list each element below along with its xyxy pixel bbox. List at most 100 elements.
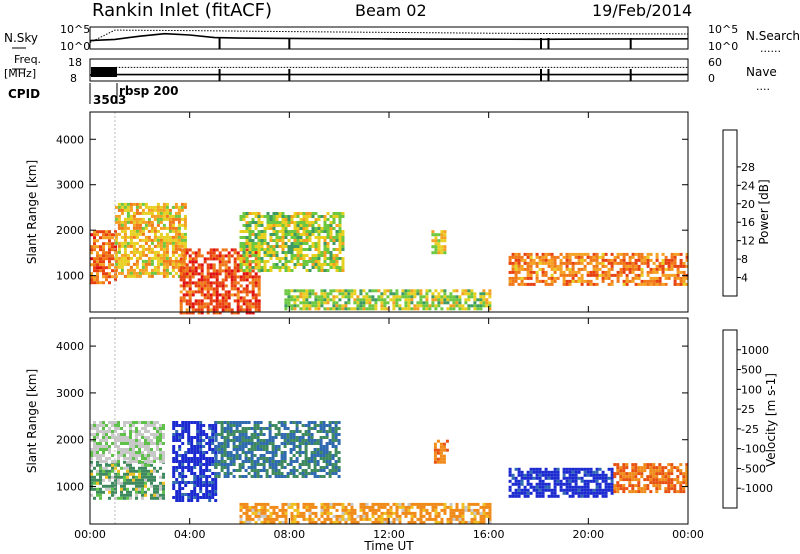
rti-cell: [123, 232, 127, 236]
rti-cell: [105, 439, 108, 442]
rti-cell: [215, 275, 219, 279]
rti-cell: [371, 295, 375, 299]
rti-cell: [416, 289, 420, 293]
rti-cell: [526, 276, 530, 280]
rti-cell: [202, 481, 206, 484]
rti-cell: [135, 202, 139, 206]
rti-cell: [323, 245, 327, 248]
rti-cell: [314, 505, 318, 509]
rti-cell: [254, 293, 258, 297]
rti-cell: [304, 460, 308, 463]
rti-cell: [449, 508, 453, 512]
rti-cell: [329, 292, 333, 296]
rti-cell: [386, 511, 390, 515]
rti-cell: [168, 235, 172, 239]
rti-cell: [667, 463, 671, 467]
rti-cell: [335, 239, 339, 242]
velocity-data-group: [90, 318, 689, 524]
rti-cell: [253, 436, 257, 439]
rti-cell: [328, 454, 332, 457]
rti-cell: [188, 272, 192, 276]
rti-cell: [535, 476, 539, 480]
rti-cell: [547, 476, 551, 480]
rti-cell: [437, 298, 441, 302]
rti-cell: [211, 451, 215, 454]
rti-cell: [467, 520, 471, 524]
rti-cell: [185, 251, 189, 255]
rti-cell: [144, 253, 148, 257]
rti-cell: [193, 490, 197, 493]
rti-cell: [307, 460, 311, 463]
rti-cell: [449, 298, 453, 302]
rti-cell: [482, 508, 486, 512]
rti-cell: [332, 514, 336, 518]
rti-cell: [553, 276, 557, 280]
rti-cell: [105, 236, 108, 240]
rti-cell: [322, 421, 326, 424]
rti-cell: [544, 482, 548, 486]
rti-cell: [269, 248, 273, 251]
rti-cell: [308, 215, 312, 218]
rti-cell: [514, 252, 518, 256]
rti-cell: [193, 466, 197, 469]
rti-cell: [245, 215, 249, 218]
rti-cell: [229, 439, 233, 442]
rti-cell: [193, 493, 197, 496]
rti-cell: [129, 445, 132, 448]
rti-cell: [185, 266, 189, 270]
rti-cell: [269, 257, 273, 260]
rti-cell: [380, 520, 384, 524]
rti-cell: [320, 230, 324, 233]
rti-cell: [162, 223, 166, 227]
rti-cell: [625, 487, 629, 491]
rti-cell: [194, 257, 198, 261]
rti-cell: [159, 256, 163, 260]
rti-cell: [284, 508, 288, 512]
rti-cell: [239, 284, 243, 288]
rti-cell: [197, 299, 201, 303]
rti-cell: [159, 253, 163, 257]
rti-cell: [224, 296, 228, 300]
rti-cell: [120, 259, 124, 263]
rti-cell: [485, 505, 489, 509]
rti-cell: [622, 472, 626, 476]
rti-cell: [159, 454, 162, 457]
rti-cell: [244, 442, 248, 445]
rti-cell: [120, 454, 123, 457]
rti-cell: [436, 439, 440, 443]
rti-cell: [320, 505, 324, 509]
rti-cell: [359, 517, 363, 521]
rti-cell: [233, 293, 237, 297]
rti-cell: [114, 481, 117, 485]
rti-cell: [260, 239, 264, 242]
rti-cell: [268, 460, 272, 463]
rti-cell: [598, 476, 602, 480]
rti-cell: [335, 514, 339, 518]
rti-cell: [511, 270, 515, 274]
rti-cell: [245, 290, 249, 294]
rti-cell: [144, 259, 148, 263]
rti-cell: [580, 282, 584, 286]
rti-cell: [371, 514, 375, 518]
rti-cell: [254, 508, 258, 512]
rti-cell: [245, 272, 249, 276]
rti-cell: [188, 260, 192, 264]
colorbar-tick-label: 100: [741, 383, 762, 396]
rti-cell: [335, 301, 339, 305]
rti-cell: [162, 433, 165, 436]
rti-cell: [229, 454, 233, 457]
rti-cell: [120, 208, 124, 212]
rti-cell: [135, 430, 138, 433]
rti-cell: [317, 251, 321, 254]
rti-cell: [209, 251, 213, 255]
rti-cell: [251, 251, 255, 254]
rti-cell: [141, 202, 145, 206]
rti-cell: [553, 479, 557, 483]
rti-cell: [625, 273, 629, 277]
rti-cell: [159, 241, 163, 245]
rti-cell: [248, 260, 252, 263]
rti-cell: [105, 251, 108, 255]
rti-cell: [191, 311, 195, 315]
rti-cell: [99, 460, 102, 463]
rti-cell: [147, 238, 151, 242]
